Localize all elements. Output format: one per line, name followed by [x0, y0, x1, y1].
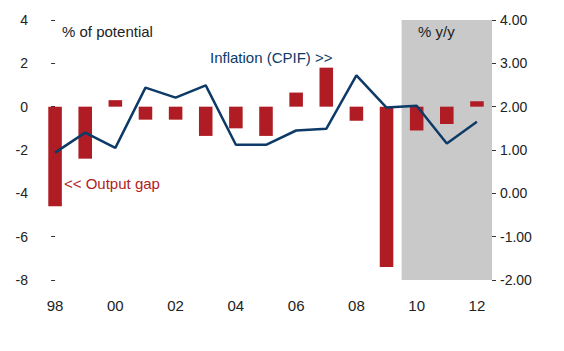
svg-text:06: 06 [288, 297, 305, 314]
svg-text:0.00: 0.00 [500, 185, 527, 201]
svg-text:00: 00 [107, 297, 124, 314]
svg-text:08: 08 [348, 297, 365, 314]
svg-text:-1.00: -1.00 [500, 229, 532, 245]
svg-text:3.00: 3.00 [500, 55, 527, 71]
svg-text:04: 04 [228, 297, 245, 314]
svg-text:02: 02 [167, 297, 184, 314]
svg-text:Inflation (CPIF) >>: Inflation (CPIF) >> [210, 49, 333, 66]
svg-text:-4: -4 [16, 185, 29, 201]
svg-text:2: 2 [20, 55, 28, 71]
svg-text:4.00: 4.00 [500, 12, 527, 28]
svg-text:-6: -6 [16, 229, 29, 245]
svg-text:98: 98 [47, 297, 64, 314]
svg-text:4: 4 [20, 12, 28, 28]
svg-text:-2.00: -2.00 [500, 272, 532, 288]
svg-text:% y/y: % y/y [418, 23, 455, 40]
svg-text:2.00: 2.00 [500, 99, 527, 115]
svg-text:<< Output gap: << Output gap [64, 175, 160, 192]
svg-text:10: 10 [408, 297, 425, 314]
svg-text:-8: -8 [16, 272, 29, 288]
svg-text:1.00: 1.00 [500, 142, 527, 158]
svg-text:0: 0 [20, 99, 28, 115]
svg-text:% of potential: % of potential [62, 23, 153, 40]
svg-text:12: 12 [469, 297, 486, 314]
svg-text:-2: -2 [16, 142, 29, 158]
